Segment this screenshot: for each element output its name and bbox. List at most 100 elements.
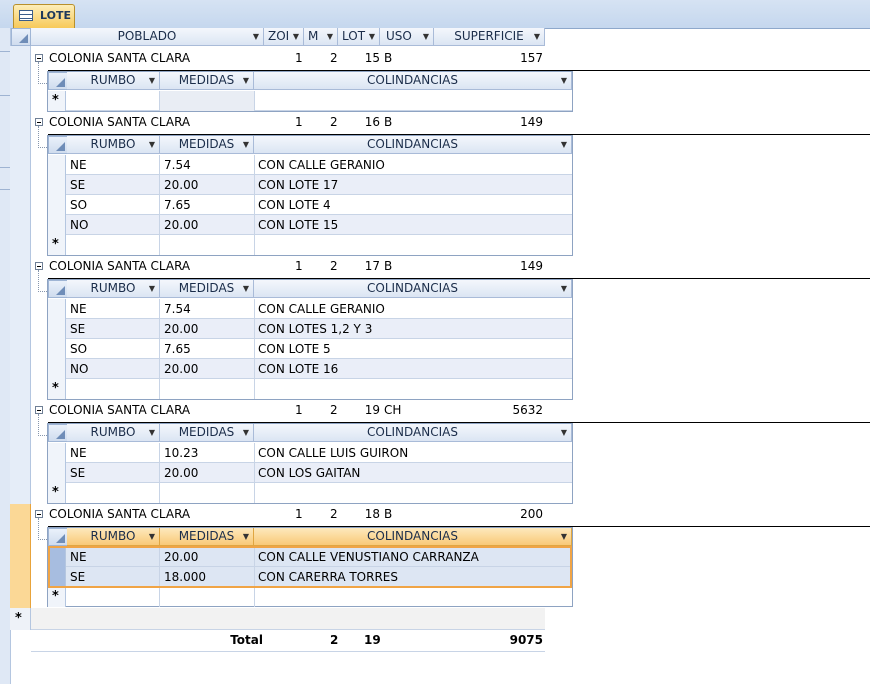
dropdown-arrow-icon[interactable]: ▼ bbox=[368, 32, 375, 41]
sub-header-rumbo[interactable]: RUMBO ▼ bbox=[67, 424, 160, 442]
uso-cell[interactable]: B bbox=[384, 115, 393, 129]
medidas-cell[interactable]: 20.00 bbox=[164, 218, 199, 232]
sub-header-medidas[interactable]: MEDIDAS ▼ bbox=[160, 528, 254, 546]
sub-row[interactable]: SE 20.00 CON LOS GAITAN bbox=[48, 463, 572, 483]
record-selector[interactable]: * bbox=[48, 587, 66, 607]
subdatasheet-select-all[interactable] bbox=[48, 136, 68, 154]
rumbo-cell[interactable]: SE bbox=[70, 178, 86, 192]
rumbo-cell[interactable]: SE bbox=[70, 570, 86, 584]
rumbo-cell[interactable]: SE bbox=[70, 466, 86, 480]
rumbo-cell[interactable]: SE bbox=[70, 322, 86, 336]
sub-header-medidas[interactable]: MEDIDAS ▼ bbox=[160, 424, 254, 442]
subdatasheet-select-all[interactable] bbox=[48, 424, 68, 442]
colindancias-cell[interactable]: CON LOTE 5 bbox=[258, 342, 331, 356]
sub-row[interactable]: SE 20.00 CON LOTES 1,2 Y 3 bbox=[48, 319, 572, 339]
colindancias-cell[interactable]: CON CARERRA TORRES bbox=[258, 570, 398, 584]
medidas-cell[interactable]: 20.00 bbox=[164, 550, 199, 564]
colindancias-cell[interactable]: CON CALLE LUIS GUIRON bbox=[258, 446, 409, 460]
rumbo-cell[interactable]: NO bbox=[70, 362, 89, 376]
sub-header-colindancias[interactable]: COLINDANCIAS ▼ bbox=[254, 528, 572, 546]
dropdown-arrow-icon[interactable]: ▼ bbox=[242, 428, 249, 437]
new-record-cells[interactable] bbox=[31, 608, 545, 630]
new-record-row[interactable]: * bbox=[48, 483, 572, 503]
sub-row[interactable]: NE 10.23 CON CALLE LUIS GUIRON bbox=[48, 443, 572, 463]
zona-cell[interactable]: 1 bbox=[295, 403, 303, 417]
record-selector[interactable] bbox=[48, 567, 66, 587]
rumbo-cell[interactable]: NE bbox=[70, 158, 87, 172]
new-record-row[interactable]: * bbox=[48, 587, 572, 607]
record-selector[interactable] bbox=[48, 155, 66, 175]
poblado-cell[interactable]: COLONIA SANTA CLARA bbox=[49, 507, 191, 521]
empty-cell[interactable] bbox=[160, 91, 254, 111]
medidas-cell[interactable]: 7.65 bbox=[164, 342, 191, 356]
sub-header-rumbo[interactable]: RUMBO ▼ bbox=[67, 72, 160, 90]
colindancias-cell[interactable]: CON LOTE 4 bbox=[258, 198, 331, 212]
medidas-cell[interactable]: 20.00 bbox=[164, 466, 199, 480]
m-cell[interactable]: 2 bbox=[330, 51, 338, 65]
lote-cell[interactable]: 19 bbox=[364, 403, 380, 417]
collapse-icon[interactable] bbox=[35, 118, 43, 126]
poblado-cell[interactable]: COLONIA SANTA CLARA bbox=[49, 51, 191, 65]
record-selector[interactable] bbox=[10, 256, 31, 400]
record-selector[interactable] bbox=[48, 215, 66, 235]
superficie-cell[interactable]: 149 bbox=[520, 115, 543, 129]
record-selector[interactable]: * bbox=[10, 608, 31, 630]
column-header-poblado[interactable]: POBLADO ▼ bbox=[31, 28, 264, 46]
colindancias-cell[interactable]: CON LOTE 17 bbox=[258, 178, 339, 192]
record-selector[interactable] bbox=[10, 112, 31, 256]
uso-cell[interactable]: B bbox=[384, 51, 393, 65]
column-header-zona[interactable]: ZOI ▼ bbox=[264, 28, 304, 46]
superficie-cell[interactable]: 149 bbox=[520, 259, 543, 273]
sub-row-selected[interactable]: NE 20.00 CON CALLE VENUSTIANO CARRANZA bbox=[48, 547, 572, 567]
column-header-superficie[interactable]: SUPERFICIE ▼ bbox=[434, 28, 545, 46]
medidas-cell[interactable]: 20.00 bbox=[164, 178, 199, 192]
sub-row[interactable]: NO 20.00 CON LOTE 15 bbox=[48, 215, 572, 235]
medidas-cell[interactable]: 10.23 bbox=[164, 446, 199, 460]
poblado-cell[interactable]: COLONIA SANTA CLARA bbox=[49, 259, 191, 273]
record-selector[interactable]: * bbox=[48, 483, 66, 503]
uso-cell[interactable]: B bbox=[384, 507, 393, 521]
record-selector[interactable] bbox=[48, 359, 66, 379]
m-cell[interactable]: 2 bbox=[330, 507, 338, 521]
sub-row[interactable]: NE 7.54 CON CALLE GERANIO bbox=[48, 299, 572, 319]
dropdown-arrow-icon[interactable]: ▼ bbox=[422, 32, 429, 41]
medidas-cell[interactable]: 20.00 bbox=[164, 322, 199, 336]
dropdown-arrow-icon[interactable]: ▼ bbox=[148, 532, 155, 541]
totals-m[interactable]: 2 bbox=[330, 633, 339, 647]
m-cell[interactable]: 2 bbox=[330, 259, 338, 273]
column-header-lote[interactable]: LOT ▼ bbox=[338, 28, 380, 46]
lote-cell[interactable]: 18 bbox=[364, 507, 380, 521]
sub-header-rumbo[interactable]: RUMBO ▼ bbox=[67, 280, 160, 298]
zona-cell[interactable]: 1 bbox=[295, 115, 303, 129]
dropdown-arrow-icon[interactable]: ▼ bbox=[148, 428, 155, 437]
lote-cell[interactable]: 17 bbox=[364, 259, 380, 273]
totals-superficie[interactable]: 9075 bbox=[509, 633, 543, 647]
record-selector[interactable] bbox=[48, 195, 66, 215]
sub-header-colindancias[interactable]: COLINDANCIAS ▼ bbox=[254, 72, 572, 90]
sub-row[interactable]: SE 20.00 CON LOTE 17 bbox=[48, 175, 572, 195]
subdatasheet-select-all[interactable] bbox=[48, 528, 68, 546]
poblado-cell[interactable]: COLONIA SANTA CLARA bbox=[49, 403, 191, 417]
dropdown-arrow-icon[interactable]: ▼ bbox=[560, 140, 567, 149]
dropdown-arrow-icon[interactable]: ▼ bbox=[252, 32, 259, 41]
sub-header-medidas[interactable]: MEDIDAS ▼ bbox=[160, 136, 254, 154]
totals-lote[interactable]: 19 bbox=[364, 633, 381, 647]
dropdown-arrow-icon[interactable]: ▼ bbox=[292, 32, 299, 41]
record-selector[interactable] bbox=[10, 46, 31, 112]
record-selector[interactable] bbox=[48, 319, 66, 339]
tab-lote[interactable]: LOTE bbox=[13, 4, 75, 28]
dropdown-arrow-icon[interactable]: ▼ bbox=[560, 428, 567, 437]
record-selector[interactable] bbox=[48, 463, 66, 483]
column-header-uso[interactable]: USO ▼ bbox=[380, 28, 434, 46]
colindancias-cell[interactable]: CON LOTE 16 bbox=[258, 362, 339, 376]
medidas-cell[interactable]: 20.00 bbox=[164, 362, 199, 376]
subdatasheet-select-all[interactable] bbox=[48, 72, 68, 90]
record-selector[interactable]: * bbox=[48, 379, 66, 399]
dropdown-arrow-icon[interactable]: ▼ bbox=[560, 532, 567, 541]
sub-header-medidas[interactable]: MEDIDAS ▼ bbox=[160, 280, 254, 298]
superficie-cell[interactable]: 157 bbox=[520, 51, 543, 65]
colindancias-cell[interactable]: CON LOTES 1,2 Y 3 bbox=[258, 322, 373, 336]
sub-header-colindancias[interactable]: COLINDANCIAS ▼ bbox=[254, 280, 572, 298]
subdatasheet-select-all[interactable] bbox=[48, 280, 68, 298]
new-record-row[interactable]: * bbox=[48, 379, 572, 399]
